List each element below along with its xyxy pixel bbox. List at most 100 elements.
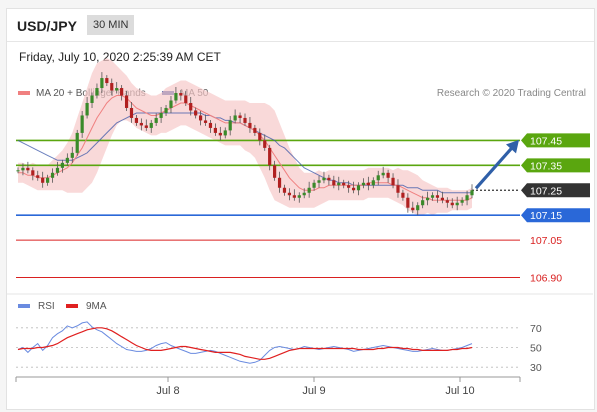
- candle-body: [149, 122, 153, 128]
- candle-body: [342, 182, 346, 186]
- candle-body: [366, 182, 370, 186]
- candle-body: [90, 95, 94, 103]
- candle-body: [307, 187, 311, 193]
- x-tick-label-0: Jul 8: [156, 385, 179, 397]
- candle-body: [233, 115, 237, 121]
- timeframe-badge[interactable]: 30 MIN: [87, 15, 135, 35]
- candle-body: [134, 117, 139, 123]
- level-tag-2: [521, 183, 590, 198]
- candle-body: [248, 122, 252, 128]
- candle-body: [302, 192, 306, 196]
- level-label-0: 107.45: [530, 135, 562, 147]
- candle-body: [164, 107, 168, 113]
- candle-body: [460, 200, 464, 203]
- candle-body: [169, 100, 173, 108]
- rsi-legend-label-1: 9MA: [86, 301, 107, 312]
- candle-body: [282, 187, 287, 193]
- candle-body: [85, 102, 89, 116]
- candle-body: [455, 202, 459, 206]
- candle-body: [218, 132, 222, 136]
- candle-body: [411, 207, 415, 211]
- candle-body: [70, 152, 74, 158]
- candle-body: [110, 83, 114, 91]
- candle-body: [124, 95, 129, 108]
- candle-body: [381, 172, 385, 176]
- candle-body: [470, 190, 474, 196]
- candle-body: [386, 172, 390, 178]
- candle-body: [356, 185, 361, 191]
- forecast-arrow-head: [506, 139, 519, 154]
- candle-body: [208, 122, 213, 128]
- rsi-tick-30: 30: [530, 362, 542, 374]
- candle-body: [95, 88, 99, 96]
- candle-body: [332, 180, 336, 186]
- candle-body: [36, 175, 40, 178]
- candle-body: [263, 140, 267, 148]
- credit-text: Research © 2020 Trading Central: [437, 88, 586, 99]
- candle-body: [376, 175, 380, 181]
- candle-body: [440, 197, 444, 201]
- candle-body: [292, 195, 296, 198]
- candle-body: [80, 115, 84, 133]
- rsi-legend-swatch-1: [66, 304, 78, 308]
- rsi-legend-swatch-0: [18, 304, 30, 308]
- candle-body: [243, 117, 247, 123]
- candle-body: [421, 200, 425, 206]
- level-tag-0: [521, 133, 590, 148]
- candle-body: [46, 177, 50, 183]
- candle-body: [430, 195, 435, 198]
- candle-body: [154, 117, 158, 123]
- candle-body: [322, 177, 326, 181]
- level-label-4: 107.05: [530, 235, 562, 247]
- timestamp: Friday, July 10, 2020 2:25:39 AM CET: [19, 50, 221, 64]
- candle-body: [337, 182, 341, 186]
- candle-body: [268, 147, 272, 166]
- legend-swatch-0: [18, 91, 30, 95]
- candle-body: [203, 120, 208, 123]
- candle-body: [21, 167, 25, 171]
- candle-body: [50, 172, 55, 178]
- currency-pair: USD/JPY: [17, 18, 77, 34]
- level-label-5: 106.90: [530, 273, 562, 285]
- candle-body: [26, 167, 30, 171]
- candle-body: [317, 180, 321, 183]
- candle-body: [55, 167, 60, 173]
- candle-body: [194, 110, 198, 116]
- rsi-tick-70: 70: [530, 323, 542, 335]
- candle-body: [100, 78, 104, 89]
- candle-body: [238, 115, 242, 118]
- candle-body: [228, 120, 232, 131]
- candle-body: [435, 195, 440, 198]
- chart-header: USD/JPY 30 MIN: [7, 9, 594, 42]
- candle-body: [371, 180, 375, 186]
- candle-body: [277, 177, 282, 188]
- candle-body: [406, 197, 410, 208]
- bollinger-bands: [18, 58, 472, 216]
- candle-body: [65, 157, 69, 163]
- level-label-1: 107.35: [530, 160, 562, 172]
- level-tag-3: [521, 208, 590, 223]
- candle-body: [396, 185, 400, 193]
- level-label-2: 107.25: [530, 185, 562, 197]
- x-tick-label-2: Jul 10: [445, 385, 474, 397]
- candle-body: [75, 132, 79, 153]
- candle-body: [425, 197, 430, 201]
- candle-body: [115, 88, 119, 91]
- candle-body: [139, 122, 143, 126]
- candle-body: [416, 205, 420, 211]
- candle-body: [60, 162, 65, 168]
- candle-body: [445, 200, 449, 203]
- rsi-tick-50: 50: [530, 343, 542, 355]
- candle-body: [351, 187, 356, 191]
- candle-body: [287, 192, 292, 196]
- candle-body: [31, 170, 35, 176]
- candle-body: [184, 95, 188, 103]
- candle-body: [450, 202, 454, 206]
- rsi-9ma-line: [17, 327, 473, 360]
- candle-body: [174, 93, 178, 101]
- candle-body: [465, 195, 469, 201]
- level-tag-1: [521, 158, 590, 173]
- candle-body: [159, 112, 163, 118]
- candle-body: [391, 177, 395, 186]
- candle-body: [189, 102, 193, 111]
